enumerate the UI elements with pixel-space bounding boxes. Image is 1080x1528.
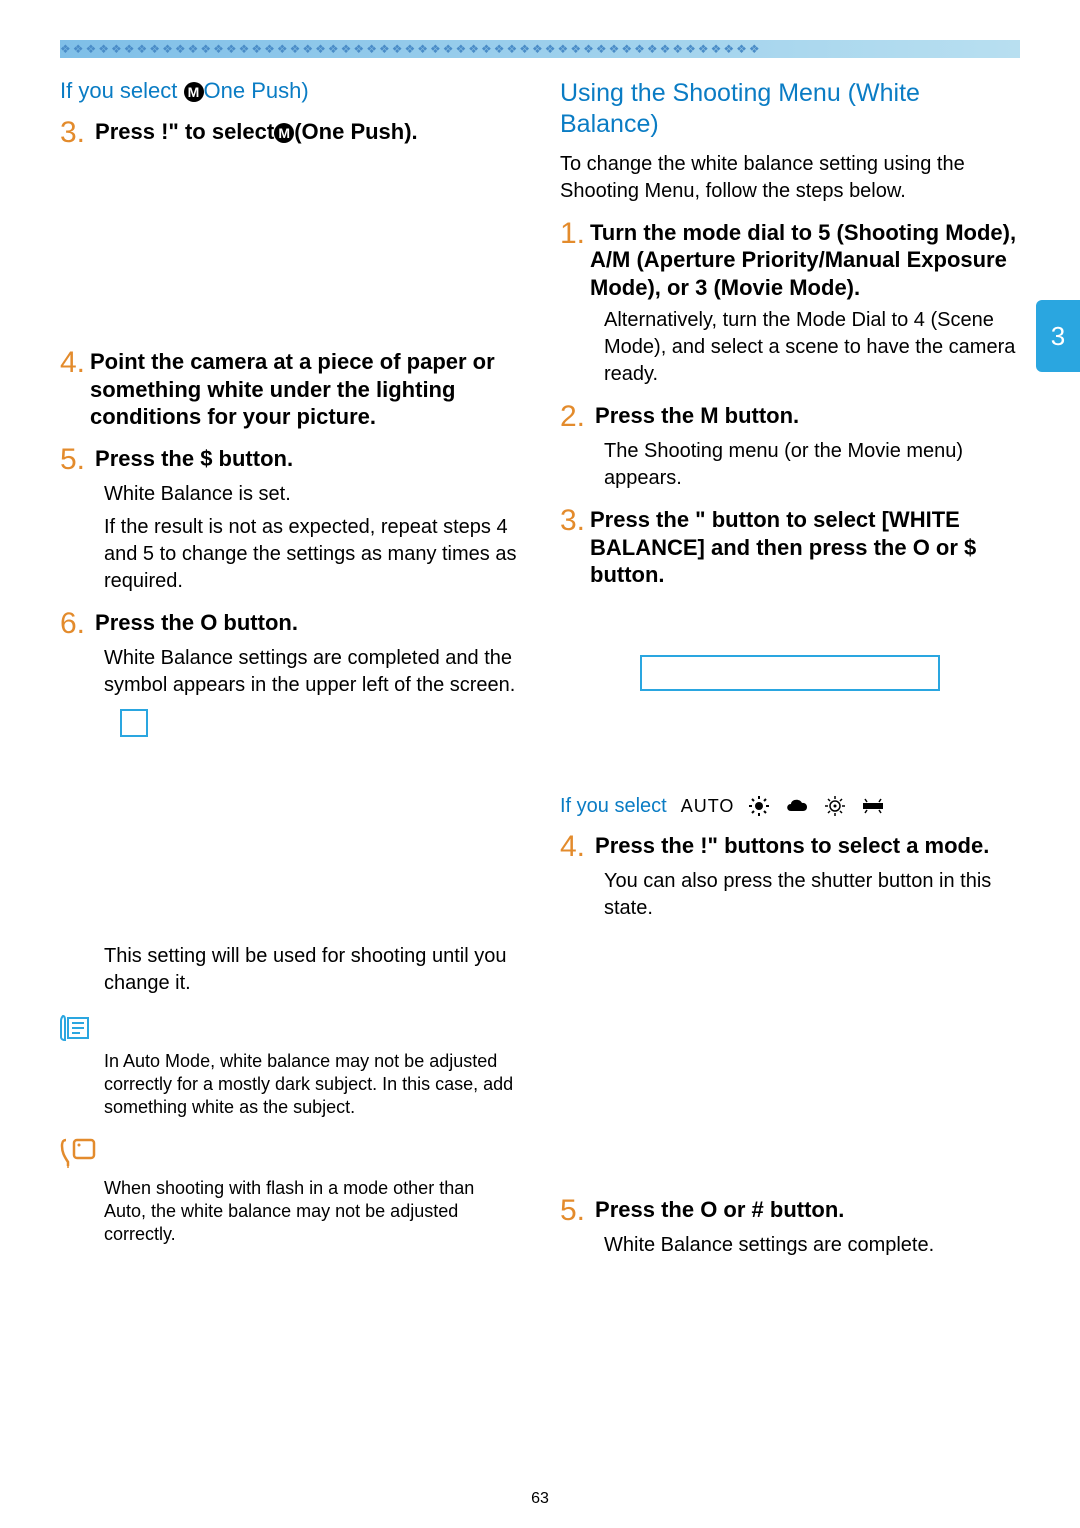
step-number: 5.: [60, 445, 85, 475]
right-step-2: 2. Press the M button.: [560, 402, 1020, 432]
if-select-label: If you select: [560, 795, 667, 818]
step3-prefix: Press !" to select: [95, 119, 274, 144]
right-column: Using the Shooting Menu (White Balance) …: [560, 78, 1020, 1259]
overcast-icon: [784, 797, 810, 815]
chapter-tab: 3: [1036, 300, 1080, 372]
step-title: Point the camera at a piece of paper or …: [90, 348, 520, 431]
step-title: Press the $ button.: [95, 445, 293, 475]
if-select-one-push: If you select MOne Push): [60, 78, 520, 104]
if-select-label: If you select: [60, 78, 184, 103]
right-step-5: 5. Press the O or # button.: [560, 1196, 1020, 1226]
step-body: White Balance settings are completed and…: [104, 645, 520, 699]
decorative-divider: ❖❖❖❖❖❖❖❖❖❖❖❖❖❖❖❖❖❖❖❖❖❖❖❖❖❖❖❖❖❖❖❖❖❖❖❖❖❖❖❖…: [60, 40, 1020, 58]
step-number: 4.: [560, 832, 585, 862]
white-balance-menu-box: [640, 655, 940, 691]
left-step-3: 3. Press !" to selectM(One Push).: [60, 118, 520, 148]
step-title: Press !" to selectM(One Push).: [95, 118, 418, 148]
step-number: 1.: [560, 219, 580, 302]
screen-symbol-box: [120, 709, 148, 737]
step-number: 4.: [60, 348, 80, 431]
step-title: Press the !" buttons to select a mode.: [595, 832, 989, 862]
right-step-1: 1. Turn the mode dial to 5 (Shoot­ing Mo…: [560, 219, 1020, 302]
step-title: Press the O or # button.: [595, 1196, 844, 1226]
fluorescent-icon: [860, 797, 886, 815]
step-body: Alternatively, turn the Mode Dial to 4 (…: [604, 307, 1020, 388]
step-number: 5.: [560, 1196, 585, 1226]
right-step-3: 3. Press the " button to select [WHITE B…: [560, 506, 1020, 589]
step-title: Turn the mode dial to 5 (Shoot­ing Mode)…: [590, 219, 1020, 302]
page-number: 63: [531, 1490, 549, 1508]
m-circle-icon: M: [184, 82, 204, 102]
step-body: If the result is not as expected, repeat…: [104, 514, 520, 595]
persist-note: This setting will be used for shooting u…: [104, 943, 520, 997]
intro-text: To change the white balance setting usin…: [560, 151, 1020, 205]
right-step-4: 4. Press the !" buttons to select a mode…: [560, 832, 1020, 862]
left-column: If you select MOne Push) 3. Press !" to …: [60, 78, 520, 1259]
step-title: Press the O button.: [95, 609, 298, 639]
step-body: You can also press the shutter button in…: [604, 868, 1020, 922]
memo-icon: [60, 1015, 90, 1041]
step-title: Press the " button to select [WHITE BALA…: [590, 506, 1020, 589]
left-step-4: 4. Point the camera at a piece of paper …: [60, 348, 520, 431]
step-body: White Balance settings are complete.: [604, 1232, 1020, 1259]
memo-text: In Auto Mode, white balance may not be a…: [104, 1050, 520, 1120]
caution-text: When shooting with flash in a mode other…: [104, 1177, 520, 1247]
daylight-icon: [748, 795, 770, 817]
if-select-auto-row: If you select AUTO: [560, 795, 1020, 818]
step-number: 3.: [60, 118, 85, 148]
m-circle-icon: M: [274, 123, 294, 143]
step-body: White Balance is set.: [104, 481, 520, 508]
caution-icon: [60, 1138, 96, 1168]
step-title: Press the M button.: [595, 402, 799, 432]
tungsten-icon: [824, 795, 846, 817]
step-number: 2.: [560, 402, 585, 432]
step3-suffix: (One Push).: [294, 119, 417, 144]
step-number: 3.: [560, 506, 580, 589]
section-heading: Using the Shooting Menu (White Balance): [560, 78, 1020, 141]
step-body: The Shooting menu (or the Movie menu) ap…: [604, 438, 1020, 492]
left-step-5: 5. Press the $ button.: [60, 445, 520, 475]
auto-mode-label: AUTO: [681, 796, 735, 817]
left-step-6: 6. Press the O button.: [60, 609, 520, 639]
step-number: 6.: [60, 609, 85, 639]
one-push-label: One Push): [204, 78, 309, 103]
